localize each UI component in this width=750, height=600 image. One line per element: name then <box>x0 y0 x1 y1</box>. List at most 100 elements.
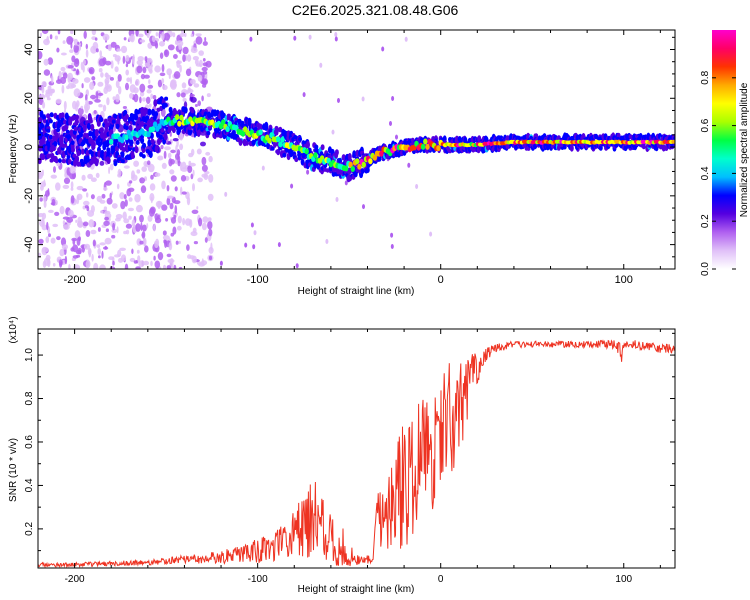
ridge-core <box>423 138 428 145</box>
noise-blob <box>92 239 96 247</box>
noise-blob <box>130 76 132 85</box>
noise-blob <box>146 57 152 64</box>
noise-blob <box>112 96 116 101</box>
noise-blob <box>154 241 159 249</box>
y-tick-label: 0 <box>23 144 35 150</box>
noise-blob <box>115 217 121 222</box>
noise-blob <box>154 172 161 177</box>
ridge-halo <box>49 134 53 140</box>
noise-blob <box>120 254 127 262</box>
ridge-core <box>344 165 349 172</box>
noise-blob <box>198 59 203 68</box>
noise-blob <box>45 190 50 197</box>
noise-blob <box>84 205 89 209</box>
noise-blob <box>105 72 108 76</box>
noise-blob <box>98 68 103 73</box>
noise-blob <box>162 84 168 91</box>
ridge-halo <box>125 113 129 120</box>
ridge-halo <box>245 140 249 146</box>
noise-blob <box>139 214 144 223</box>
noise-blob <box>173 54 178 59</box>
noise-blob <box>157 155 164 161</box>
noise-blob <box>54 35 59 40</box>
noise-blob <box>63 224 70 230</box>
noise-blob <box>198 217 203 227</box>
noise-blob <box>70 181 74 189</box>
ridge-halo <box>80 148 85 155</box>
noise-blob <box>128 180 133 184</box>
noise-blob <box>77 107 84 116</box>
noise-blob <box>169 202 174 210</box>
noise-blob <box>53 166 56 173</box>
noise-blob <box>200 141 206 147</box>
noise-blob <box>46 97 51 101</box>
noise-blob <box>40 185 44 191</box>
noise-blob <box>161 31 165 41</box>
noise-blob <box>140 73 146 80</box>
noise-blob <box>174 186 178 192</box>
noise-blob <box>170 159 175 165</box>
ridge-halo <box>88 119 93 124</box>
noise-blob <box>39 32 43 37</box>
ridge-core <box>126 129 131 136</box>
ridge-halo <box>114 145 119 153</box>
ridge-halo <box>60 112 65 119</box>
ridge-halo <box>129 139 134 146</box>
noise-blob <box>201 222 207 231</box>
ridge-core <box>225 126 230 133</box>
noise-blob <box>125 229 130 235</box>
noise-blob <box>123 37 127 41</box>
noise-blob <box>104 216 109 221</box>
noise-blob <box>162 235 170 241</box>
ridge-halo <box>130 152 135 160</box>
noise-blob <box>103 206 108 211</box>
noise-blob <box>208 228 213 237</box>
ridge-halo <box>614 142 619 148</box>
noise-blob <box>43 257 51 266</box>
noise-blob <box>207 217 212 222</box>
noise-blob <box>154 260 161 269</box>
noise-blob <box>104 237 112 245</box>
y-tick-label: 0.2 <box>24 522 35 536</box>
noise-blob <box>95 172 100 178</box>
noise-blob <box>112 222 116 231</box>
noise-blob <box>179 49 182 54</box>
noise-blob <box>204 37 207 42</box>
noise-blob <box>295 263 299 269</box>
noise-blob <box>169 169 175 175</box>
noise-blob <box>38 252 42 258</box>
noise-blob <box>62 40 66 44</box>
ridge-halo <box>320 144 325 151</box>
noise-blob <box>85 49 89 58</box>
noise-blob <box>43 200 47 208</box>
noise-blob <box>99 264 106 269</box>
noise-blob <box>182 54 186 62</box>
noise-blob <box>201 173 208 178</box>
ridge-halo <box>183 106 188 114</box>
noise-blob <box>115 93 120 103</box>
noise-blob <box>83 77 91 83</box>
noise-blob <box>93 110 97 114</box>
ridge-halo <box>140 120 145 127</box>
ridge-halo <box>41 135 46 142</box>
noise-blob <box>190 173 194 180</box>
ridge-core <box>278 141 283 148</box>
noise-blob <box>120 45 128 54</box>
noise-blob <box>181 161 187 170</box>
noise-blob <box>89 81 95 90</box>
noise-blob <box>179 132 184 141</box>
noise-blob <box>82 188 88 192</box>
ridge-halo <box>218 134 223 139</box>
noise-blob <box>97 81 104 87</box>
noise-blob <box>100 72 104 78</box>
ridge-halo <box>41 153 46 161</box>
noise-blob <box>97 248 101 255</box>
ridge-halo <box>135 140 140 145</box>
ridge-halo <box>276 148 281 156</box>
noise-blob <box>161 162 167 169</box>
noise-blob <box>147 84 154 89</box>
ridge-halo <box>208 124 212 130</box>
noise-blob <box>94 37 98 41</box>
noise-blob <box>192 56 199 61</box>
ridge-halo <box>75 114 79 120</box>
